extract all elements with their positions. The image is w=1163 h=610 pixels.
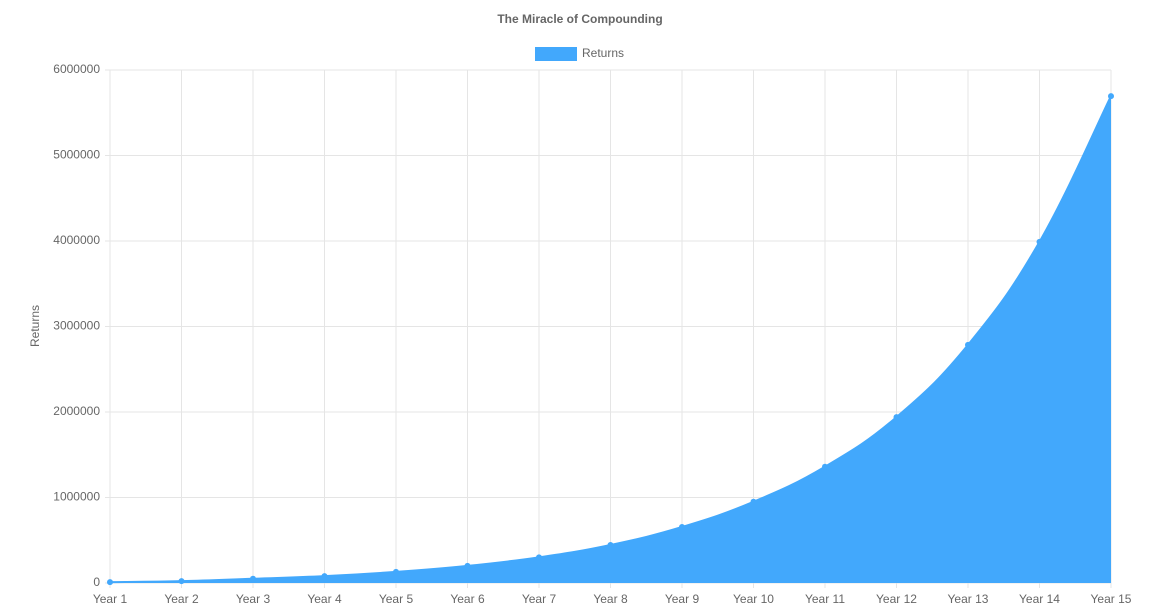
point	[178, 578, 185, 585]
y-tick-label: 6000000	[53, 62, 100, 76]
x-tick-label: Year 1	[93, 592, 128, 606]
point	[893, 414, 900, 421]
x-tick-label: Year 8	[593, 592, 628, 606]
legend-swatch	[535, 47, 577, 61]
x-tick-label: Year 3	[236, 592, 271, 606]
point	[679, 523, 685, 530]
point	[1036, 238, 1043, 245]
x-tick-label: Year 4	[307, 592, 342, 606]
x-tick-label: Year 15	[1091, 592, 1132, 606]
point	[107, 579, 113, 586]
point	[536, 554, 542, 561]
x-tick-label: Year 7	[522, 592, 557, 606]
x-tick-label: Year 6	[450, 592, 485, 606]
y-tick-label: 5000000	[53, 148, 100, 162]
y-tick-label: 0	[93, 575, 100, 589]
y-tick-label: 1000000	[53, 490, 100, 504]
y-tick-label: 4000000	[53, 233, 100, 247]
x-tick-label: Year 5	[379, 592, 414, 606]
x-tick-label: Year 13	[948, 592, 989, 606]
x-tick-label: Year 12	[876, 592, 917, 606]
point	[321, 573, 328, 580]
point	[965, 341, 971, 348]
point	[750, 498, 757, 505]
point	[393, 568, 399, 575]
point	[822, 463, 828, 470]
y-tick-label: 3000000	[53, 319, 100, 333]
y-tick-label: 2000000	[53, 404, 100, 418]
x-tick-label: Year 11	[805, 592, 845, 606]
x-tick-label: Year 2	[164, 592, 199, 606]
area	[110, 96, 1111, 583]
point	[607, 541, 614, 548]
line	[109, 95, 1112, 584]
x-tick-label: Year 9	[665, 592, 700, 606]
chart-title: The Miracle of Compounding	[497, 12, 662, 26]
point	[464, 562, 471, 569]
legend-label: Returns	[582, 46, 624, 60]
point	[250, 575, 256, 582]
point	[1108, 93, 1114, 100]
x-tick-label: Year 14	[1019, 592, 1060, 606]
y-axis-label: Returns	[28, 305, 42, 347]
x-tick-label: Year 10	[733, 592, 774, 606]
